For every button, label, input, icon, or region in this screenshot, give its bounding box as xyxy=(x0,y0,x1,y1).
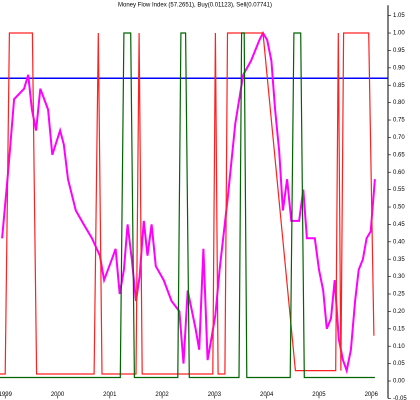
x-tick-label: 2001 xyxy=(103,392,117,398)
y-tick-label: 0.40 xyxy=(393,239,405,245)
y-tick-label: 0.30 xyxy=(393,274,405,280)
y-tick-label: 0.60 xyxy=(393,170,405,176)
y-tick-label: 1.05 xyxy=(393,13,405,19)
y-tick-label: 0.00 xyxy=(393,379,405,385)
y-tick-label: 0.50 xyxy=(393,205,405,211)
y-tick-label: 0.85 xyxy=(393,83,405,89)
x-tick-label: 2005 xyxy=(312,392,326,398)
y-tick-label: 0.25 xyxy=(393,292,405,298)
y-tick-label: 0.80 xyxy=(393,100,405,106)
x-tick-label: 2002 xyxy=(155,392,169,398)
y-tick-label: 0.10 xyxy=(393,344,405,350)
x-tick-label: 2003 xyxy=(208,392,222,398)
y-tick-label: 0.55 xyxy=(393,187,405,193)
y-tick-label: 0.05 xyxy=(393,361,405,367)
y-tick-label: 0.70 xyxy=(393,135,405,141)
y-tick-label: 0.20 xyxy=(393,309,405,315)
y-tick-label: 1.00 xyxy=(393,31,405,37)
y-tick-label: 0.45 xyxy=(393,222,405,228)
y-tick-label: -0.05 xyxy=(393,396,407,400)
y-tick-label: 0.35 xyxy=(393,257,405,263)
series-line xyxy=(0,32,375,379)
chart-title: Money Flow Index (57.2651), Buy(0.01123)… xyxy=(118,3,272,9)
x-tick-label: 2004 xyxy=(260,392,274,398)
y-tick-label: 0.75 xyxy=(393,118,405,124)
y-tick-label: 0.65 xyxy=(393,152,405,158)
x-tick-label: 2006 xyxy=(365,392,379,398)
y-tick-label: 0.15 xyxy=(393,326,405,332)
x-tick-label: 1999 xyxy=(0,392,13,398)
series-line xyxy=(0,32,375,375)
y-tick-label: 0.95 xyxy=(393,48,405,54)
x-tick-label: 2000 xyxy=(51,392,65,398)
y-tick-label: 0.90 xyxy=(393,65,405,71)
series-line xyxy=(1,30,376,375)
